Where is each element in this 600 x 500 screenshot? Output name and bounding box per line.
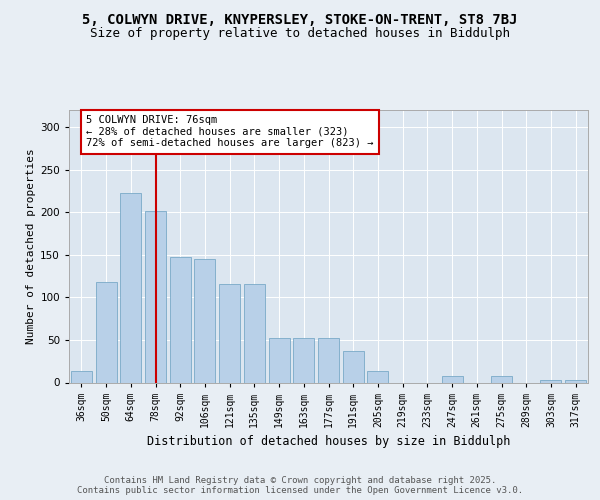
Bar — [71, 372, 92, 382]
Bar — [442, 376, 463, 382]
Bar — [145, 212, 166, 382]
Bar — [491, 376, 512, 382]
Bar — [293, 338, 314, 382]
Bar — [244, 284, 265, 382]
Bar — [95, 282, 116, 382]
Bar — [170, 258, 191, 382]
Bar — [541, 380, 562, 382]
X-axis label: Distribution of detached houses by size in Biddulph: Distribution of detached houses by size … — [147, 435, 510, 448]
Bar — [565, 380, 586, 382]
Text: Size of property relative to detached houses in Biddulph: Size of property relative to detached ho… — [90, 28, 510, 40]
Y-axis label: Number of detached properties: Number of detached properties — [26, 148, 36, 344]
Bar — [343, 351, 364, 382]
Bar — [120, 194, 141, 382]
Text: 5, COLWYN DRIVE, KNYPERSLEY, STOKE-ON-TRENT, ST8 7BJ: 5, COLWYN DRIVE, KNYPERSLEY, STOKE-ON-TR… — [82, 12, 518, 26]
Bar — [367, 370, 388, 382]
Text: 5 COLWYN DRIVE: 76sqm
← 28% of detached houses are smaller (323)
72% of semi-det: 5 COLWYN DRIVE: 76sqm ← 28% of detached … — [86, 115, 374, 148]
Bar — [318, 338, 339, 382]
Bar — [219, 284, 240, 382]
Bar — [194, 259, 215, 382]
Bar — [269, 338, 290, 382]
Text: Contains HM Land Registry data © Crown copyright and database right 2025.
Contai: Contains HM Land Registry data © Crown c… — [77, 476, 523, 495]
